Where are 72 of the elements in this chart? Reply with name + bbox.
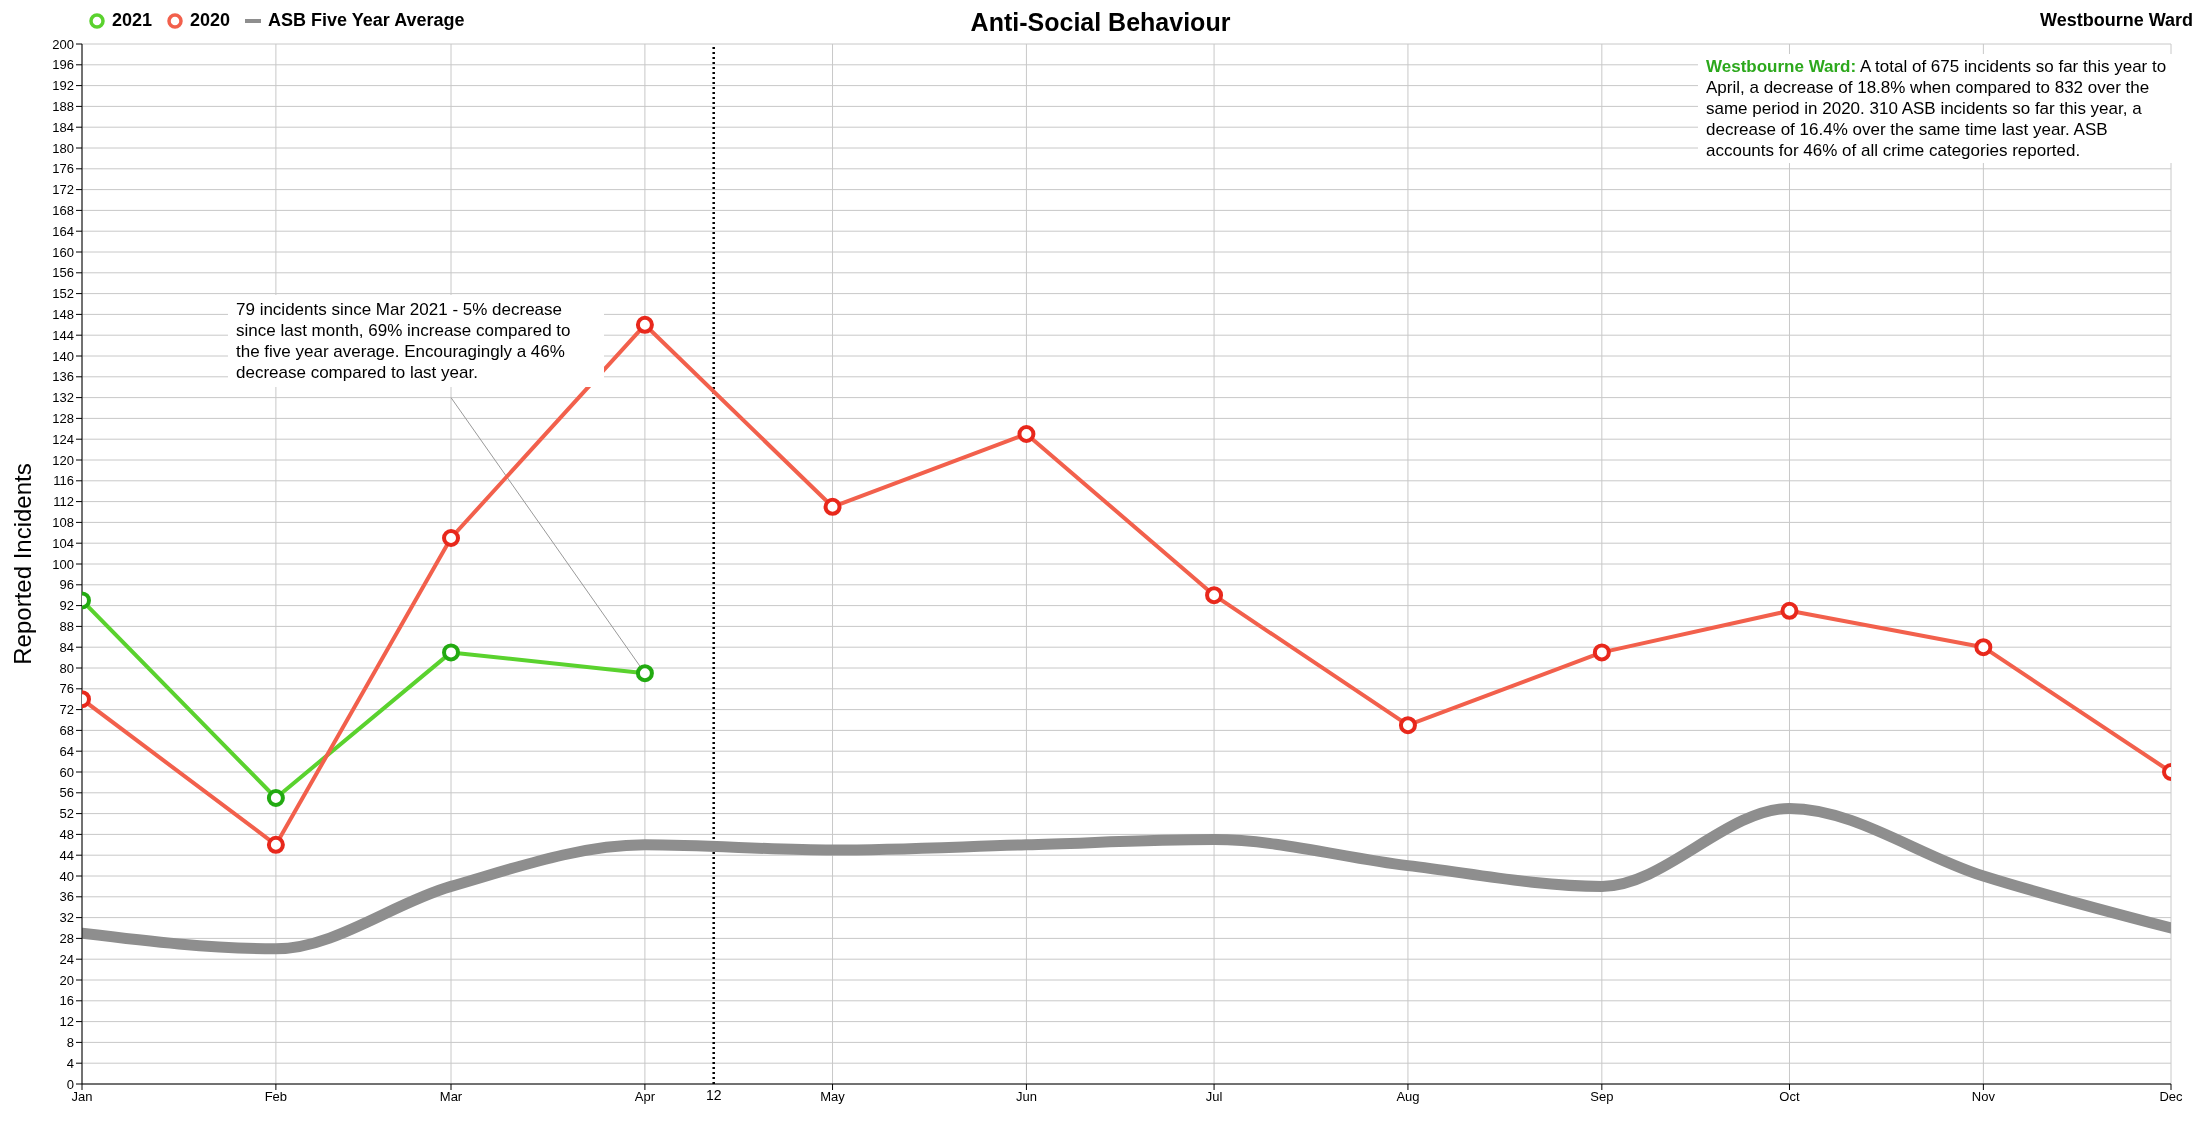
x-tick-label: Aug [1396, 1089, 1420, 1105]
y-tick-label: 200 [52, 36, 74, 52]
x-tick-label: Jul [1205, 1089, 1223, 1105]
y-tick-label: 44 [59, 847, 74, 863]
x-tick-label: Nov [1971, 1089, 1996, 1105]
x-tick-label: Jan [71, 1089, 93, 1105]
y-tick-label: 96 [59, 577, 74, 593]
y-tick-label: 116 [53, 473, 74, 489]
y-axis-title: Reported Incidents [8, 463, 36, 665]
y-tick-label: 184 [52, 119, 74, 135]
y-tick-label: 76 [59, 681, 74, 697]
y-tick-label: 136 [52, 369, 74, 385]
y-tick-label: 172 [52, 182, 74, 198]
legend-label: ASB Five Year Average [267, 10, 465, 31]
y-tick-label: 72 [59, 702, 74, 718]
ref-line-label: 12 [705, 1086, 722, 1103]
legend-label: 2020 [189, 10, 231, 31]
y-tick-label: 156 [52, 265, 74, 281]
y-tick-label: 8 [66, 1035, 74, 1051]
y-tick-label: 132 [52, 390, 74, 406]
y-tick-label: 100 [52, 556, 74, 572]
y-tick-label: 152 [52, 286, 74, 302]
x-tick-label: Oct [1779, 1089, 1800, 1105]
y-tick-label: 16 [59, 993, 74, 1009]
y-tick-label: 188 [52, 99, 74, 115]
y-tick-label: 64 [59, 743, 74, 759]
y-tick-label: 180 [52, 140, 74, 156]
legend-label: 2021 [111, 10, 153, 31]
x-tick-label: May [820, 1089, 846, 1105]
annotation: 79 incidents since Mar 2021 - 5% decrease since last month, 69% increase compared to the five year average. Encouragingly a 46% decrease compared to last year. [228, 295, 604, 387]
x-tick-label: Jun [1015, 1089, 1037, 1105]
y-tick-label: 24 [59, 951, 74, 967]
y-tick-label: 148 [52, 307, 74, 323]
y-tick-label: 108 [52, 515, 74, 531]
y-tick-label: 88 [59, 619, 74, 635]
y-tick-label: 4 [66, 1055, 74, 1071]
x-tick-label: Sep [1590, 1089, 1614, 1105]
y-tick-label: 112 [53, 494, 74, 510]
y-tick-label: 124 [52, 431, 74, 447]
y-tick-label: 0 [66, 1076, 74, 1092]
y-tick-label: 168 [52, 203, 74, 219]
y-tick-label: 192 [52, 78, 74, 94]
y-tick-label: 128 [52, 411, 74, 427]
x-tick-label: Apr [634, 1089, 656, 1105]
y-tick-label: 120 [52, 452, 74, 468]
y-tick-label: 92 [59, 598, 74, 614]
y-tick-label: 56 [59, 785, 74, 801]
y-tick-label: 52 [59, 806, 74, 822]
x-tick-label: Feb [264, 1089, 288, 1105]
x-tick-label: Mar [439, 1089, 463, 1105]
y-tick-label: 48 [59, 827, 74, 843]
y-tick-label: 60 [59, 764, 74, 780]
y-tick-label: 104 [52, 535, 74, 551]
y-tick-label: 80 [59, 660, 74, 676]
chart-title: Anti-Social Behaviour [970, 8, 1231, 36]
y-tick-label: 20 [59, 972, 74, 988]
annotation: Westbourne Ward: [1706, 57, 1857, 76]
y-tick-label: 160 [52, 244, 74, 260]
y-tick-label: 36 [59, 889, 74, 905]
y-tick-label: 68 [59, 723, 74, 739]
x-tick-label: Dec [2159, 1089, 2184, 1105]
y-tick-label: 176 [52, 161, 74, 177]
chart-subtitle: Westbourne Ward [2039, 10, 2193, 31]
y-tick-label: 84 [59, 639, 74, 655]
y-tick-label: 40 [59, 868, 74, 884]
y-tick-label: 12 [59, 1014, 74, 1030]
y-tick-label: 28 [59, 931, 74, 947]
y-tick-label: 140 [52, 348, 74, 364]
y-tick-label: 144 [52, 327, 74, 343]
y-tick-label: 164 [52, 223, 74, 239]
y-tick-label: 32 [59, 910, 74, 926]
y-tick-label: 196 [52, 57, 74, 73]
